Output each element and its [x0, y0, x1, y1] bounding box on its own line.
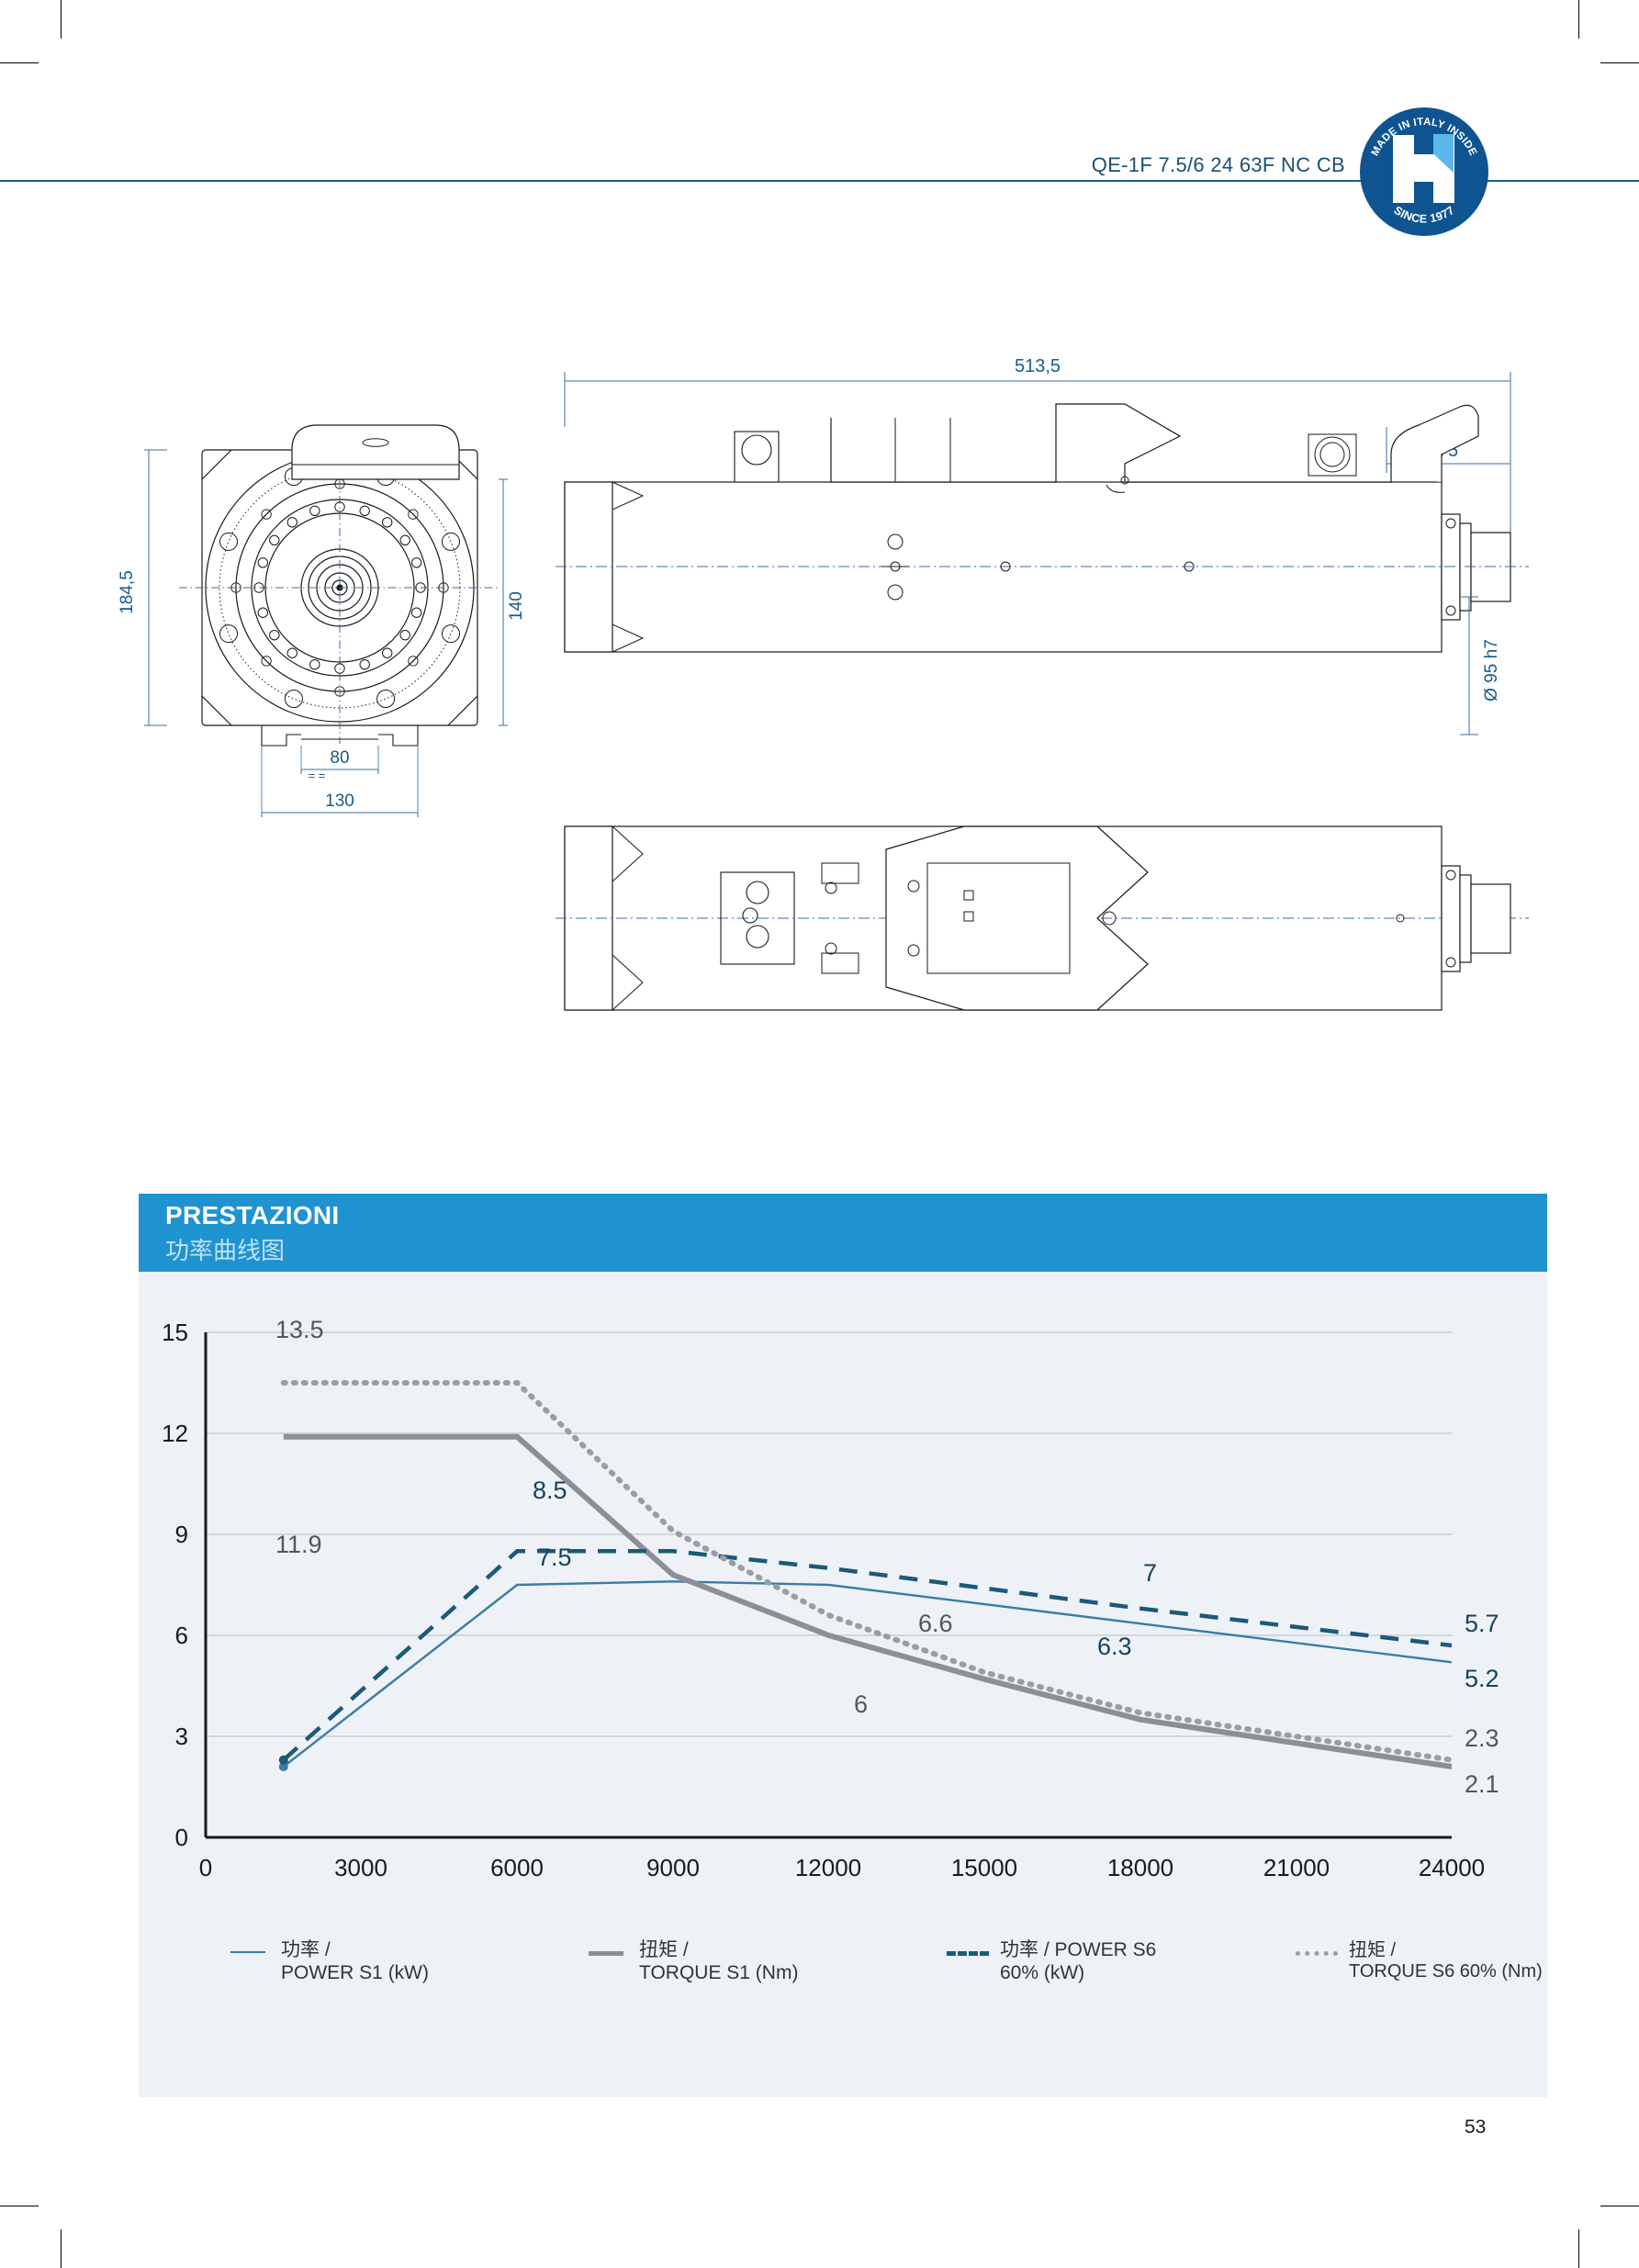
svg-text:140: 140 [507, 591, 526, 621]
svg-text:= =: = = [309, 769, 326, 782]
svg-text:3000: 3000 [334, 1854, 387, 1881]
svg-text:21000: 21000 [1263, 1854, 1330, 1881]
svg-text:15000: 15000 [951, 1854, 1017, 1881]
svg-text:2.1: 2.1 [1465, 1770, 1499, 1798]
svg-text:184,5: 184,5 [118, 570, 137, 614]
svg-text:15: 15 [162, 1319, 188, 1346]
svg-text:6.3: 6.3 [1097, 1633, 1132, 1660]
svg-text:6000: 6000 [490, 1854, 544, 1881]
svg-text:7.5: 7.5 [537, 1544, 572, 1571]
svg-text:0: 0 [199, 1854, 212, 1881]
svg-text:8.5: 8.5 [533, 1476, 567, 1504]
svg-text:5.2: 5.2 [1465, 1665, 1499, 1692]
svg-text:0: 0 [175, 1824, 188, 1851]
svg-text:9000: 9000 [646, 1854, 700, 1881]
svg-text:2.3: 2.3 [1465, 1724, 1499, 1752]
svg-text:Ø 95 h7: Ø 95 h7 [1482, 639, 1501, 702]
svg-text:7: 7 [1143, 1559, 1157, 1587]
svg-text:11.9: 11.9 [275, 1531, 322, 1558]
svg-text:12: 12 [162, 1420, 188, 1447]
svg-text:6: 6 [854, 1690, 868, 1718]
svg-text:12000: 12000 [795, 1854, 861, 1881]
svg-text:513,5: 513,5 [1015, 356, 1061, 376]
svg-text:3: 3 [175, 1723, 188, 1750]
svg-text:18000: 18000 [1107, 1854, 1173, 1881]
svg-text:80: 80 [330, 748, 349, 768]
svg-text:24000: 24000 [1419, 1854, 1485, 1881]
svg-text:6: 6 [175, 1622, 188, 1649]
svg-text:6.6: 6.6 [918, 1610, 953, 1637]
svg-text:9: 9 [175, 1521, 188, 1548]
svg-text:13.5: 13.5 [275, 1316, 324, 1343]
svg-text:5.7: 5.7 [1465, 1610, 1499, 1637]
svg-text:130: 130 [325, 792, 354, 811]
